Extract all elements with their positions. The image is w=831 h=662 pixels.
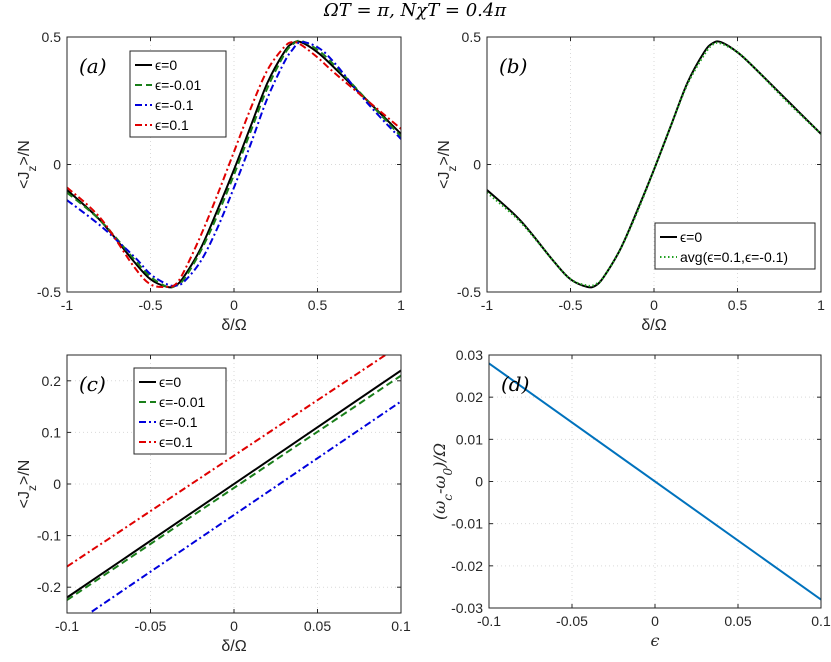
legend: ϵ=0 avg(ϵ=0.1,ϵ=-0.1)	[654, 222, 816, 270]
x-tick-label: -1	[481, 297, 494, 313]
y-tick-label: -0.5	[37, 284, 61, 300]
series-line-3	[67, 355, 388, 568]
x-tick-label: -0.1	[55, 618, 79, 634]
x-tick-label: 0.05	[724, 613, 751, 629]
x-tick-label: 0	[650, 297, 658, 313]
legend: ϵ=0 ϵ=-0.01 ϵ=-0.1 ϵ=0.1	[133, 367, 227, 455]
x-tick-label: 0.05	[304, 618, 331, 634]
x-tick-label: 0.1	[391, 618, 411, 634]
legend-label: ϵ=0	[155, 57, 177, 73]
y-axis-label: (ωc-ω0)/Ω	[430, 443, 455, 520]
series-line-2	[87, 400, 401, 613]
y-tick-label: -0.01	[451, 516, 483, 532]
x-tick-label: 0.5	[308, 297, 328, 313]
x-axis-label: δ/Ω	[221, 317, 246, 334]
y-tick-label: 0	[53, 476, 61, 492]
y-axis-label: <Jz>/N	[16, 140, 39, 189]
series-line-1	[67, 374, 401, 601]
y-tick-label: 0.5	[42, 29, 62, 45]
series-line-0	[489, 362, 821, 601]
series-line-2	[67, 41, 401, 287]
y-tick-label: 0.5	[462, 29, 482, 45]
x-tick-label: -1	[61, 297, 74, 313]
x-tick-label: 0.1	[811, 613, 831, 629]
x-tick-label: 0.5	[728, 297, 748, 313]
y-tick-label: 0.1	[42, 424, 62, 440]
panel-label: (c)	[79, 372, 106, 396]
y-tick-label: -0.03	[451, 600, 483, 616]
y-tick-label: 0.02	[456, 389, 483, 405]
legend: ϵ=0 ϵ=-0.01 ϵ=-0.1 ϵ=0.1	[129, 50, 227, 138]
legend-box	[654, 222, 816, 270]
series-group	[67, 39, 401, 289]
x-tick-label: 0	[651, 613, 659, 629]
x-axis-label: δ/Ω	[221, 638, 246, 655]
legend-label: ϵ=-0.01	[155, 77, 201, 93]
x-axis-label: δ/Ω	[641, 317, 666, 334]
legend-label: ϵ=0	[680, 229, 702, 245]
y-tick-label: 0	[53, 157, 61, 173]
series-group	[487, 40, 821, 289]
figure-title: ΩT = π, NχT = 0.4π	[323, 0, 508, 21]
series-line-1	[67, 39, 401, 289]
x-tick-label: 1	[397, 297, 405, 313]
panel-c: -0.1 -0.05 0 0.05 0.1 -0.2 -0.1 0 0.1 0.2 δ/Ω <Jz>/…	[16, 354, 411, 655]
y-tick-label: -0.2	[37, 579, 61, 595]
legend-label: avg(ϵ=0.1,ϵ=-0.1)	[680, 249, 788, 265]
panel-label: (d)	[501, 372, 529, 396]
series-line-3	[67, 40, 401, 288]
x-tick-label: 0	[230, 618, 238, 634]
legend-label: ϵ=0	[159, 374, 181, 390]
legend-box	[129, 50, 227, 138]
x-tick-label: -0.5	[558, 297, 582, 313]
x-tick-label: 0	[230, 297, 238, 313]
legend-label: ϵ=-0.1	[155, 97, 194, 113]
y-tick-label: 0.2	[42, 373, 62, 389]
series-line-0	[67, 369, 401, 599]
grid	[66, 36, 402, 293]
x-tick-label: -0.05	[556, 613, 588, 629]
y-tick-label: 0.01	[456, 431, 483, 447]
y-tick-label: 0	[475, 474, 483, 490]
series-group	[489, 362, 821, 601]
panel-b: -1 -0.5 0 0.5 1-0.500.5δ/Ω<Jz>/N(b)ϵ=0avg(ϵ=…	[436, 29, 825, 334]
series-group	[67, 355, 401, 613]
panel-a: -1 -0.5 0 0.5 1-0.500.5δ/Ω<Jz>/N(a) ϵ=0ϵ=-0.0…	[16, 29, 405, 334]
legend-label: ϵ=-0.01	[159, 394, 205, 410]
x-tick-label: -0.1	[477, 613, 501, 629]
x-tick-label: -0.5	[138, 297, 162, 313]
legend-label: ϵ=0.1	[159, 434, 193, 450]
x-axis-label: ϵ	[651, 631, 660, 650]
panel-label: (a)	[79, 54, 107, 78]
y-axis-label: <Jz>/N	[16, 460, 39, 509]
series-line-1	[487, 41, 821, 288]
panel-label: (b)	[499, 54, 527, 78]
legend-label: ϵ=0.1	[155, 117, 189, 133]
y-tick-label: 0.03	[456, 347, 483, 363]
y-tick-label: -0.5	[457, 284, 481, 300]
y-axis-label: <Jz>/N	[436, 140, 459, 189]
series-line-0	[67, 40, 401, 289]
legend-label: ϵ=-0.1	[159, 414, 198, 430]
x-tick-label: -0.05	[135, 618, 167, 634]
x-tick-label: 1	[817, 297, 825, 313]
y-tick-label: -0.1	[37, 528, 61, 544]
y-tick-label: -0.02	[451, 558, 483, 574]
panel-d: -0.1 -0.05 0 0.05 0.1 -0.03 -0.02 -0.01 0 0.01 0.0…	[430, 347, 831, 650]
y-tick-label: 0	[473, 157, 481, 173]
